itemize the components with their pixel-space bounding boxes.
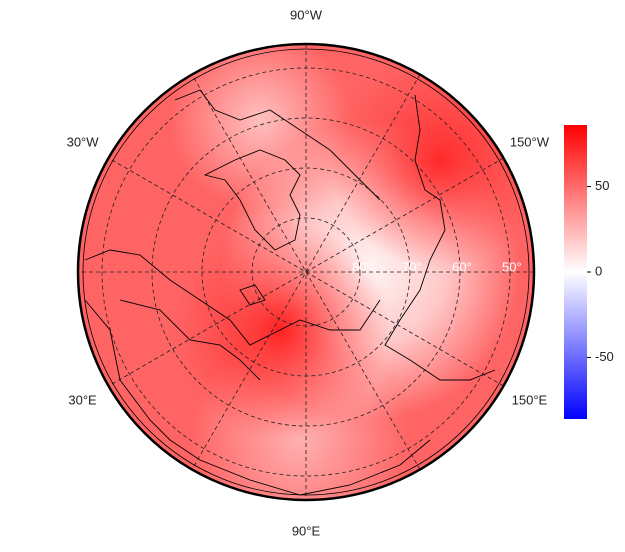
longitude-labels: 90°W 150°W 150°E 90°E 30°E 30°W [67, 7, 550, 538]
colorbar: -50 0 50 [564, 125, 614, 419]
longitude-label: 150°E [512, 392, 548, 407]
map-border-inner [82, 48, 530, 496]
colorbar-tick-label: 50 [595, 178, 609, 193]
longitude-label: 90°W [290, 7, 323, 22]
longitude-label: 30°W [67, 134, 100, 149]
map-field [78, 44, 534, 500]
longitude-label: 90°E [292, 523, 321, 538]
map-border [76, 42, 536, 502]
colorbar-scale [564, 125, 587, 419]
latitude-label: 60° [452, 259, 472, 274]
meridian [191, 74, 421, 470]
latitude-label: 70° [402, 259, 422, 274]
longitude-label: 150°W [510, 134, 550, 149]
colorbar-tick-label: 0 [595, 263, 602, 278]
latitude-label: 50° [502, 259, 522, 274]
graticule [78, 44, 534, 500]
latitude-label: 80° [352, 259, 372, 274]
colorbar-tick-label: -50 [595, 349, 614, 364]
longitude-label: 30°E [68, 392, 97, 407]
